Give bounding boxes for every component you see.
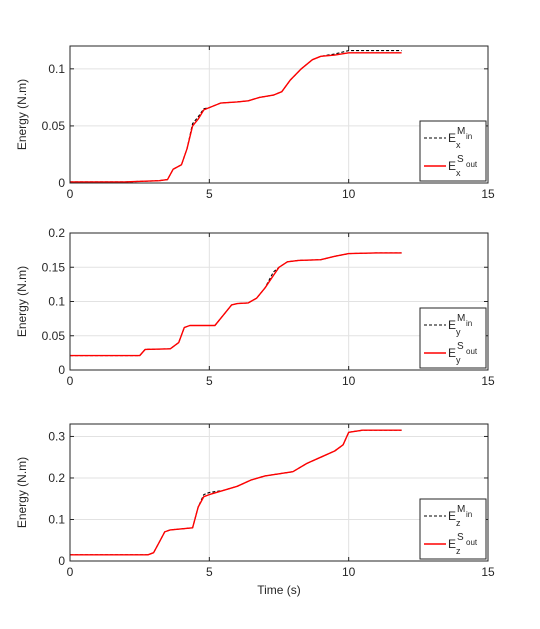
x-tick-label: 0 bbox=[67, 187, 74, 201]
legend-superscript: M bbox=[457, 126, 465, 137]
series-line-simulated bbox=[70, 429, 402, 556]
y-tick-label: 0 bbox=[58, 554, 65, 568]
y-tick-label: 0.2 bbox=[48, 471, 65, 485]
legend-superscript: S bbox=[457, 341, 464, 352]
y-tick-label: 0.3 bbox=[48, 429, 65, 443]
x-tick-label: 5 bbox=[206, 565, 213, 579]
legend-superscript: M bbox=[457, 313, 465, 324]
legend-symbol: E bbox=[448, 537, 456, 551]
series-line-simulated bbox=[70, 52, 402, 183]
legend-superscript: S bbox=[457, 532, 464, 543]
plot-area bbox=[70, 424, 488, 561]
legend-symbol: E bbox=[448, 509, 456, 523]
legend-superscript: S bbox=[457, 154, 464, 165]
legend-superscript-sub: in bbox=[466, 319, 472, 328]
y-tick-label: 0.1 bbox=[48, 295, 65, 309]
legend-superscript-sub: out bbox=[466, 347, 478, 356]
y-tick-label: 0.05 bbox=[42, 119, 66, 133]
legend-symbol: E bbox=[448, 318, 456, 332]
y-tick-label: 0 bbox=[58, 176, 65, 190]
x-tick-label: 5 bbox=[206, 187, 213, 201]
legend-superscript-sub: out bbox=[466, 538, 478, 547]
legend-box bbox=[419, 307, 487, 369]
legend-box bbox=[419, 498, 487, 560]
legend-superscript-sub: out bbox=[466, 160, 478, 169]
y-axis-label: Energy (N.m) bbox=[15, 79, 29, 150]
x-tick-label: 5 bbox=[206, 374, 213, 388]
y-tick-label: 0.1 bbox=[48, 62, 65, 76]
series-line-simulated bbox=[70, 252, 402, 357]
legend-superscript: M bbox=[457, 504, 465, 515]
x-tick-label: 15 bbox=[481, 374, 495, 388]
legend-symbol: E bbox=[448, 159, 456, 173]
axes-box bbox=[69, 45, 489, 184]
legend-symbol: E bbox=[448, 346, 456, 360]
legend-superscript-sub: in bbox=[466, 132, 472, 141]
x-tick-label: 15 bbox=[481, 187, 495, 201]
x-axis-label: Time (s) bbox=[257, 583, 301, 597]
legend-subscript: y bbox=[456, 355, 461, 365]
y-tick-label: 0.05 bbox=[42, 329, 66, 343]
x-tick-label: 10 bbox=[342, 374, 356, 388]
legend-subscript: y bbox=[456, 327, 461, 337]
x-tick-label: 10 bbox=[342, 565, 356, 579]
x-tick-label: 15 bbox=[481, 565, 495, 579]
y-tick-label: 0.2 bbox=[48, 226, 65, 240]
axes-box bbox=[69, 423, 489, 562]
y-tick-label: 0 bbox=[58, 363, 65, 377]
legend-subscript: x bbox=[456, 140, 461, 150]
x-tick-label: 10 bbox=[342, 187, 356, 201]
y-tick-label: 0.1 bbox=[48, 512, 65, 526]
legend-box bbox=[419, 120, 487, 182]
legend-subscript: z bbox=[456, 546, 461, 556]
x-tick-label: 0 bbox=[67, 565, 74, 579]
y-axis-label: Energy (N.m) bbox=[15, 457, 29, 528]
y-tick-label: 0.15 bbox=[42, 260, 66, 274]
y-axis-label: Energy (N.m) bbox=[15, 266, 29, 337]
legend-subscript: x bbox=[456, 168, 461, 178]
x-tick-label: 0 bbox=[67, 374, 74, 388]
legend-superscript-sub: in bbox=[466, 510, 472, 519]
legend-subscript: z bbox=[456, 518, 461, 528]
legend-symbol: E bbox=[448, 131, 456, 145]
